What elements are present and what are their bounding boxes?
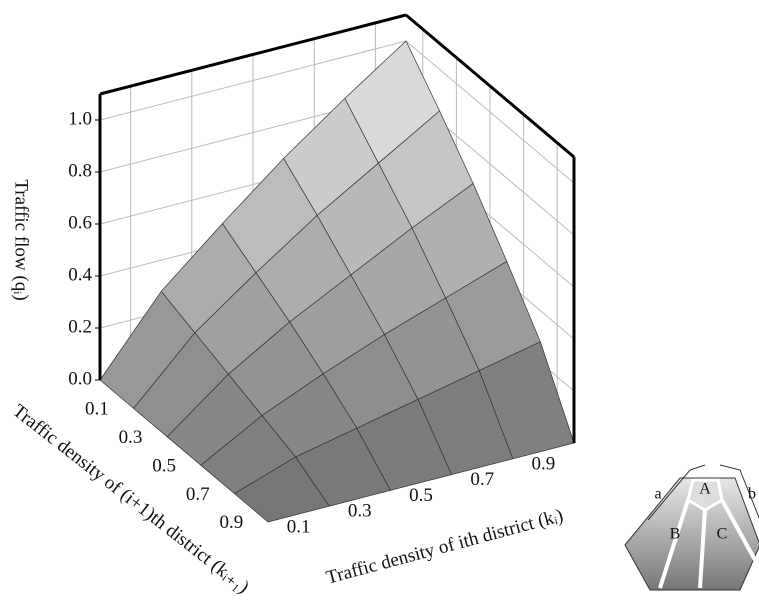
inset-label: C [717, 526, 728, 543]
x-tick-label: 0.9 [532, 453, 556, 474]
inset-label: B [670, 526, 681, 543]
inset-diagram: A B C a b [625, 465, 759, 590]
inset-label: a [654, 486, 661, 503]
z-axis-label: Traffic flow (qᵢ) [11, 179, 32, 300]
z-tick-label: 0.4 [68, 264, 92, 285]
y-tick-label: 0.3 [119, 427, 143, 448]
y-tick-label: 0.9 [219, 512, 243, 533]
inset-label: A [699, 481, 711, 498]
x-tick-label: 0.5 [409, 485, 433, 506]
plot: 0.0 0.2 0.4 0.6 0.8 1.0 0.1 0.3 0.5 0.7 0.9 0.1 0.3 0… [68, 15, 574, 537]
x-tick-label: 0.7 [470, 469, 494, 490]
x-tick-label: 0.3 [348, 501, 372, 522]
z-tick-label: 0.8 [68, 160, 92, 181]
inset-label: b [748, 486, 756, 503]
x-tick-label: 0.1 [287, 516, 311, 537]
y-tick-label: 0.7 [186, 484, 210, 505]
chart: Traffic flow (qᵢ) Traffic density of ith… [0, 0, 759, 597]
z-tick-label: 1.0 [68, 108, 92, 129]
y-tick-label: 0.5 [152, 455, 176, 476]
y-tick-label: 0.1 [85, 399, 109, 420]
z-tick-label: 0.0 [68, 368, 92, 389]
z-tick-label: 0.6 [68, 212, 92, 233]
z-tick-label: 0.2 [68, 316, 92, 337]
